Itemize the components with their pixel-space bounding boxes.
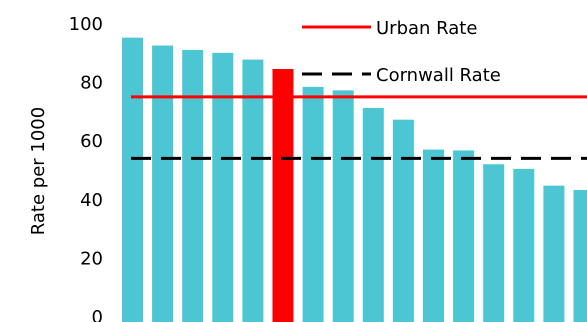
bar <box>182 49 204 322</box>
y-tick-label: 100 <box>69 14 103 35</box>
bar <box>392 119 414 322</box>
y-axis-ticks: 0 20 40 60 80 100 <box>69 14 103 322</box>
legend-label: Urban Rate <box>376 18 477 39</box>
bar <box>122 37 143 322</box>
bar <box>573 190 587 322</box>
bar <box>423 149 444 322</box>
bar <box>302 86 324 322</box>
bar <box>332 90 354 322</box>
bar <box>543 185 565 322</box>
bar <box>362 107 384 322</box>
bar <box>152 45 174 322</box>
y-tick-label: 0 <box>92 307 103 322</box>
bar <box>453 150 475 322</box>
legend-label: Cornwall Rate <box>376 65 501 86</box>
reference-lines-group <box>131 95 587 160</box>
legend: Urban Rate Cornwall Rate <box>302 18 501 86</box>
y-axis-label: Rate per 1000 <box>28 107 49 235</box>
y-tick-label: 20 <box>80 248 103 269</box>
y-tick-label: 60 <box>80 131 103 152</box>
bar <box>242 59 264 322</box>
y-tick-label: 40 <box>80 190 103 211</box>
y-tick-label: 80 <box>80 73 103 94</box>
bar-highlighted <box>272 69 294 322</box>
bar <box>212 52 234 322</box>
bar <box>483 164 505 322</box>
bar <box>513 168 535 322</box>
bars-group <box>122 37 587 322</box>
